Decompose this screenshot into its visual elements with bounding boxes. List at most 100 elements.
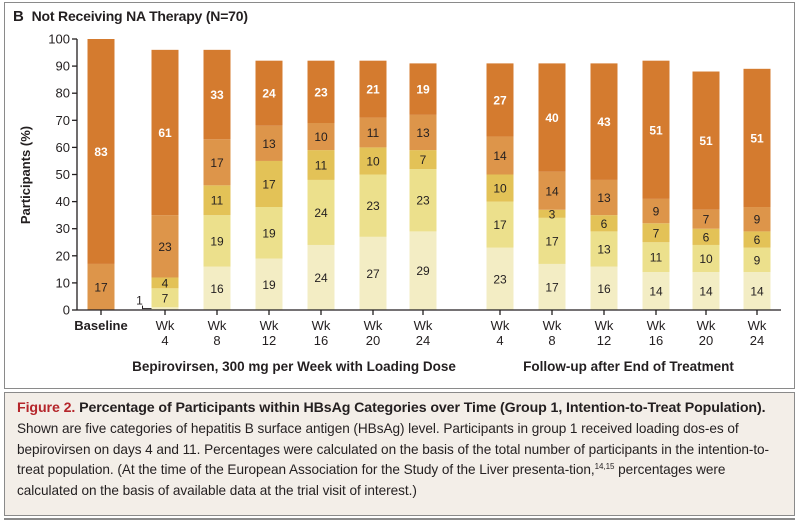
bar-segment — [642, 272, 670, 310]
data-label: 7 — [162, 291, 169, 305]
bar-segment — [642, 60, 670, 199]
data-label: 7 — [420, 153, 427, 167]
bar-segment — [692, 228, 720, 245]
data-label: 7 — [703, 213, 710, 227]
x-tick-label: Baseline — [74, 318, 127, 333]
bar-segment — [307, 123, 335, 151]
bar-segment — [642, 242, 670, 273]
x-tick-label: 12 — [597, 333, 611, 348]
group-label: Bepirovirsen, 300 mg per Week with Loadi… — [132, 359, 456, 374]
data-label: 19 — [262, 226, 276, 240]
data-label: 10 — [699, 252, 713, 266]
x-tick-label: Wk — [156, 318, 175, 333]
data-label: 51 — [649, 123, 663, 137]
data-label: 10 — [366, 154, 380, 168]
data-label: 23 — [314, 85, 328, 99]
bar-segment — [486, 201, 514, 248]
x-tick-label: 8 — [213, 333, 220, 348]
data-label: 19 — [262, 278, 276, 292]
annotations: 1 — [136, 294, 152, 310]
bar-segment — [486, 136, 514, 175]
data-label: 61 — [158, 126, 172, 140]
x-tick-label: 24 — [750, 333, 764, 348]
bar-stack: 14 9 6 9 51 — [743, 68, 771, 310]
data-label: 9 — [754, 253, 761, 267]
bar-segment — [307, 60, 335, 124]
x-axis: Baseline Wk4Wk8Wk12Wk16Wk20Wk24Wk4Wk8Wk12… — [74, 309, 781, 348]
x-tick-label: Wk — [414, 318, 433, 333]
group-labels: Bepirovirsen, 300 mg per Week with Loadi… — [132, 359, 734, 374]
y-axis: 0 10 20 30 40 50 60 70 80 90 100 — [48, 32, 78, 318]
figure-caption: Figure 2. Percentage of Participants wit… — [4, 392, 795, 516]
x-tick-label: Wk — [595, 318, 614, 333]
bar-segment — [538, 217, 566, 264]
data-label: 14 — [649, 285, 663, 299]
caption-body-text: Shown are five categories of hepatitis B… — [17, 421, 770, 477]
data-label: 13 — [262, 137, 276, 151]
group-label: Follow-up after End of Treatment — [523, 359, 734, 374]
bar-segment — [486, 63, 514, 137]
bar-segment — [743, 247, 771, 273]
x-tick-label: 16 — [314, 333, 328, 348]
data-label: 6 — [601, 217, 608, 231]
bar-stack: 19 19 17 13 24 — [255, 60, 283, 310]
y-tick-label: 50 — [56, 167, 70, 182]
bar-segment — [590, 231, 618, 267]
data-label: 24 — [262, 87, 276, 101]
caption-body-text-end: percentages were calculated on the basis… — [17, 462, 726, 498]
y-tick-label: 30 — [56, 221, 70, 236]
citation-superscript: 14,15 — [594, 462, 615, 471]
y-tick-label: 20 — [56, 248, 70, 263]
data-label: 24 — [314, 271, 328, 285]
x-tick-label: 16 — [649, 333, 663, 348]
bars: 1783742361161911173319191713242424111023… — [87, 39, 771, 310]
bar-segment — [255, 60, 283, 126]
bar-segment — [87, 263, 115, 310]
x-tick-label: Wk — [491, 318, 510, 333]
data-label: 6 — [703, 230, 710, 244]
bar-stack: 24 24 11 10 23 — [307, 60, 335, 310]
x-tick-label: Wk — [543, 318, 562, 333]
x-tick-label: 12 — [262, 333, 276, 348]
bar-segment — [642, 198, 670, 224]
y-tick-label: 0 — [63, 303, 70, 318]
bar-segment — [255, 207, 283, 259]
data-label: 27 — [366, 267, 380, 281]
y-tick-label: 70 — [56, 113, 70, 128]
caption-heading: Figure 2. Percentage of Participants wit… — [17, 400, 784, 416]
bar-segment — [409, 150, 437, 170]
bar-segment — [151, 49, 179, 216]
data-label: 17 — [545, 280, 559, 294]
y-tick-label: 10 — [56, 275, 70, 290]
data-label: 10 — [493, 182, 507, 196]
bar-stack: 16 13 6 13 43 — [590, 63, 618, 310]
data-label: 16 — [597, 282, 611, 296]
bar-stack: 74 23 61 — [151, 49, 179, 310]
bar-segment — [151, 307, 179, 310]
x-tick-label: Wk — [697, 318, 716, 333]
bar-stack: 16 19 11 17 33 — [203, 49, 231, 310]
x-tick-label: Wk — [748, 318, 767, 333]
bar-segment — [307, 244, 335, 310]
data-label: 27 — [493, 93, 507, 107]
bar-segment — [743, 231, 771, 248]
bar-segment — [743, 207, 771, 232]
panel-letter: B — [13, 8, 24, 25]
data-label: 21 — [366, 83, 380, 97]
data-label: 3 — [549, 207, 556, 221]
x-tick-label: Wk — [647, 318, 666, 333]
data-label: 7 — [653, 226, 660, 240]
bar-segment — [359, 147, 387, 175]
x-tick-label: 24 — [416, 333, 430, 348]
data-label: 14 — [545, 184, 559, 198]
bar-segment — [538, 171, 566, 210]
x-tick-label: Wk — [312, 318, 331, 333]
x-tick-label: 20 — [699, 333, 713, 348]
bar-stack: 14 11 7 9 51 — [642, 60, 670, 310]
data-label: 13 — [416, 126, 430, 140]
panel-title: B Not Receiving NA Therapy (N=70) — [13, 8, 248, 25]
bar-segment — [409, 169, 437, 232]
bar-segment — [151, 288, 179, 308]
bar-segment — [486, 174, 514, 202]
